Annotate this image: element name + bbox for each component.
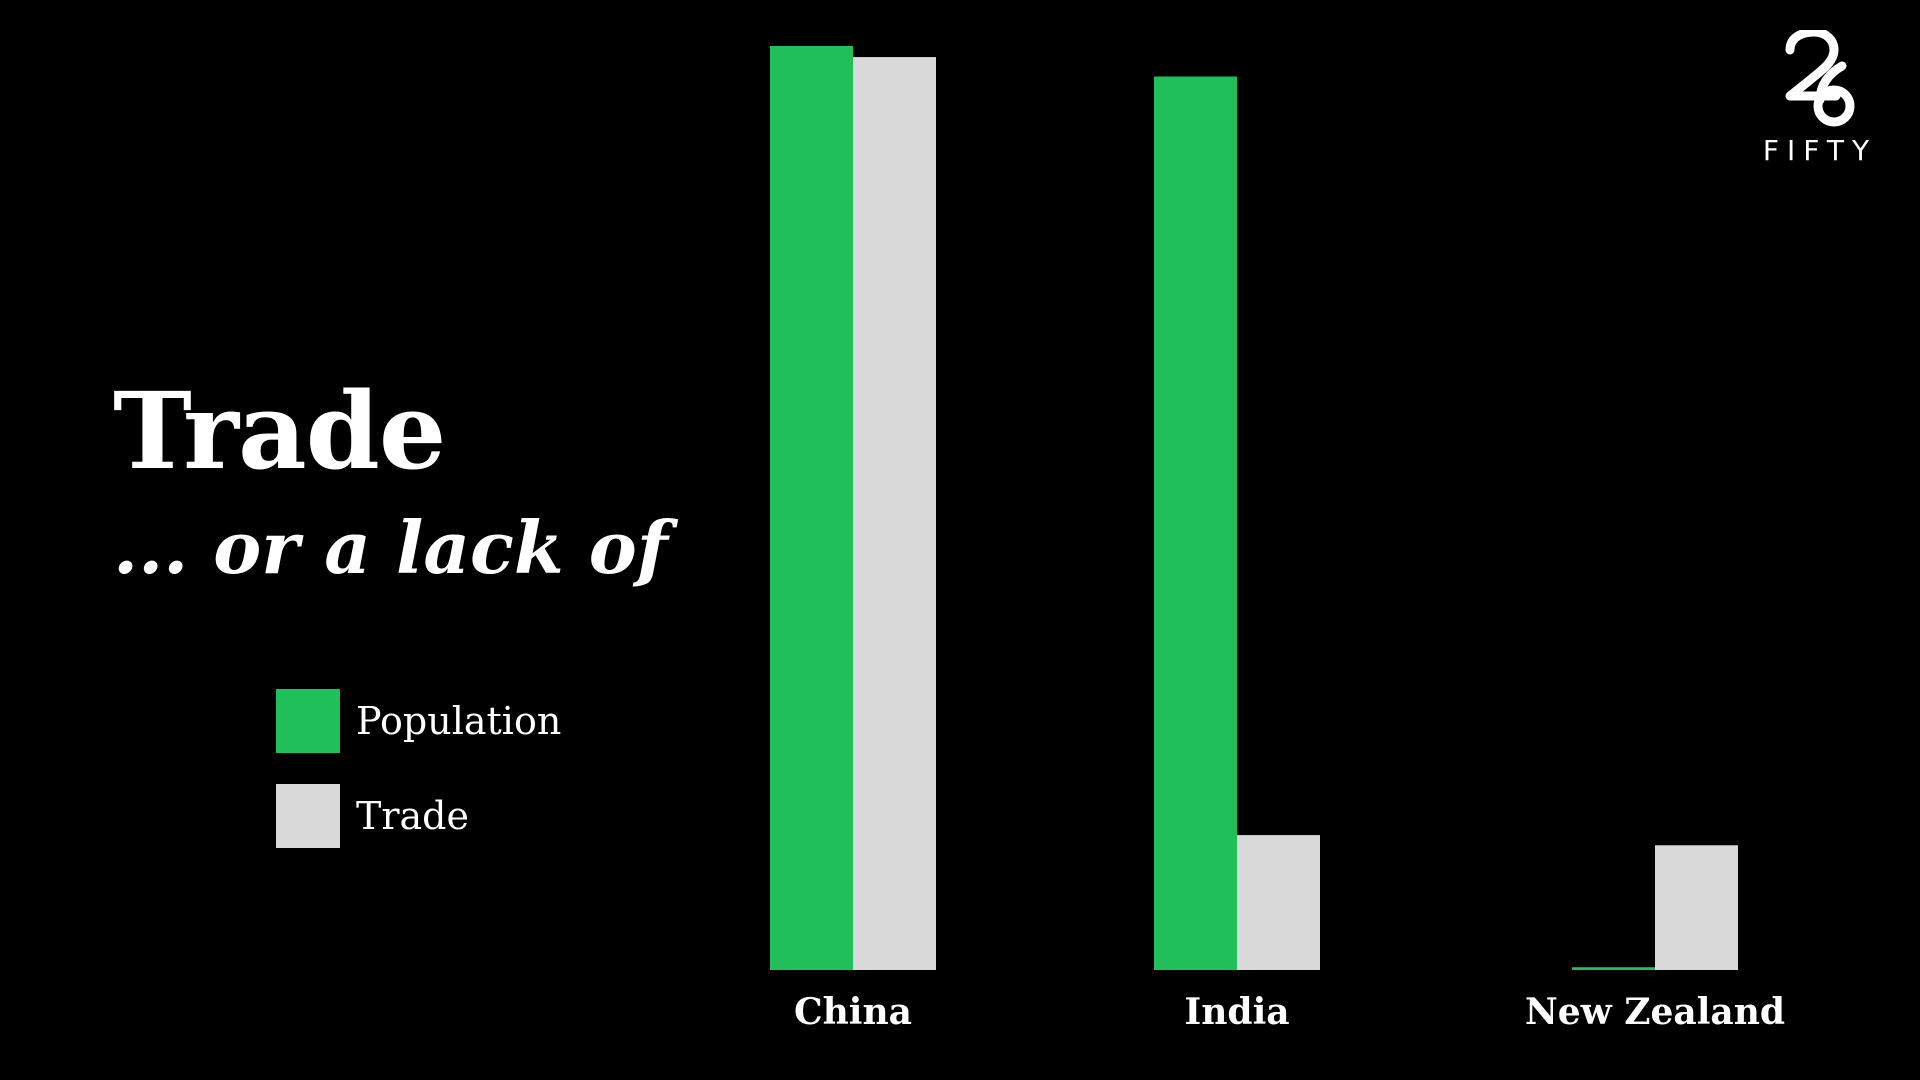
bar-trade-china	[853, 57, 936, 970]
legend-swatch-trade	[276, 784, 340, 848]
bar-population-new-zealand	[1572, 967, 1655, 970]
bar-trade-new-zealand	[1655, 845, 1738, 970]
bar-trade-india	[1237, 835, 1320, 970]
page-subtitle: ... or a lack of	[113, 505, 668, 590]
category-label-new-zealand: New Zealand	[1525, 991, 1785, 1033]
legend-swatch-population	[276, 689, 340, 753]
chart-legend: Population Trade	[276, 689, 561, 879]
brand-logo: FIFTY	[1740, 30, 1900, 170]
category-label-india: India	[1184, 991, 1289, 1033]
logo-wordmark: FIFTY	[1762, 134, 1878, 167]
bar-population-china	[770, 46, 853, 970]
legend-label-population: Population	[356, 699, 562, 743]
legend-label-trade: Trade	[356, 794, 469, 838]
page-title: Trade	[113, 368, 446, 493]
logo-number-mark	[1785, 30, 1855, 127]
legend-item-trade: Trade	[276, 784, 561, 848]
bar-population-india	[1154, 76, 1237, 970]
legend-item-population: Population	[276, 689, 561, 753]
category-label-china: China	[794, 991, 912, 1033]
